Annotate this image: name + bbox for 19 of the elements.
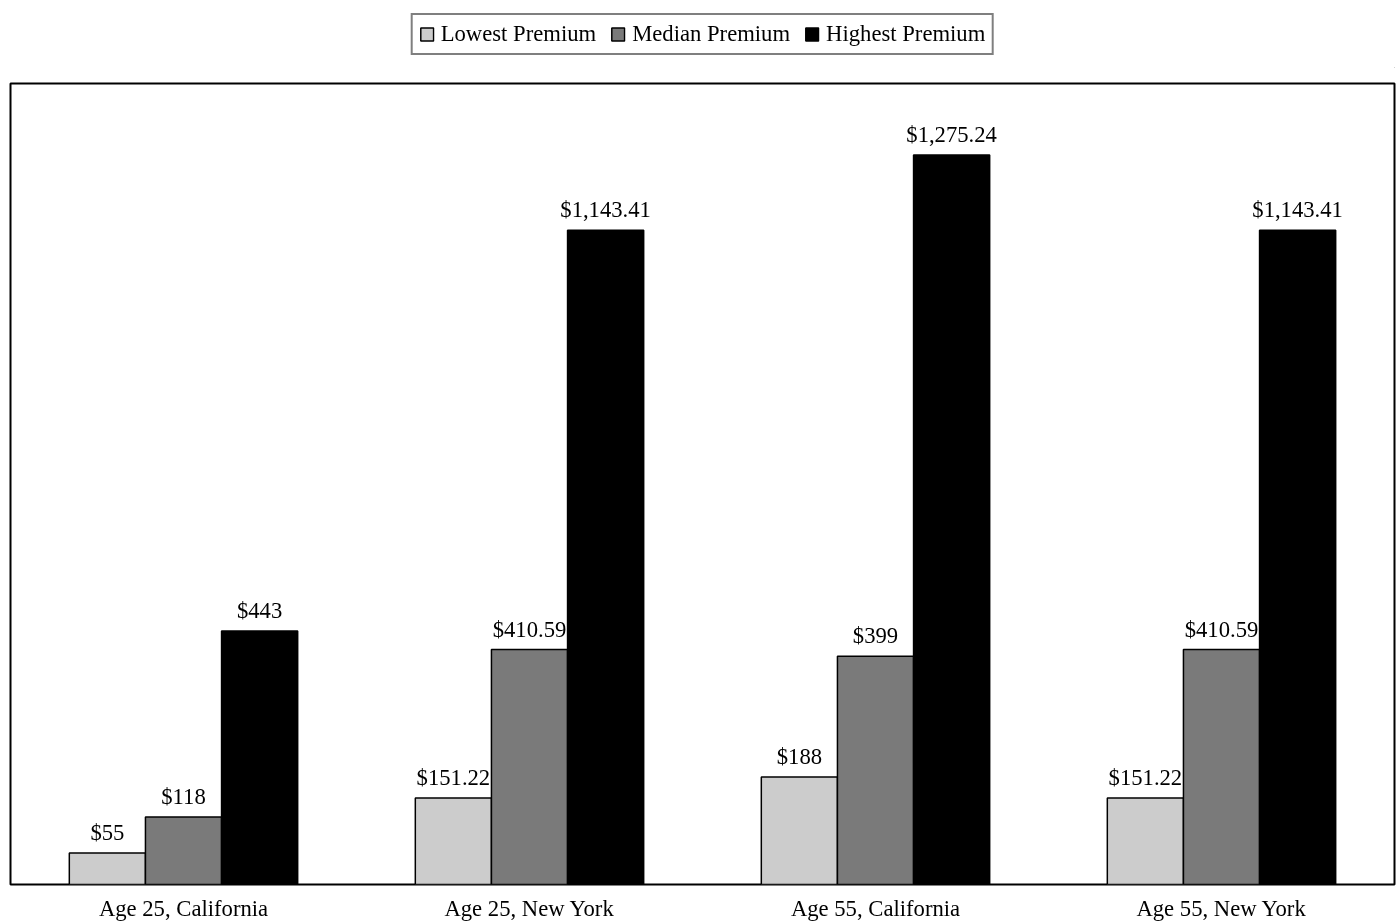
data-label: $410.59 <box>1184 616 1259 642</box>
data-label: $118 <box>161 783 206 809</box>
legend-label: Lowest Premium <box>440 21 597 47</box>
data-label: $151.22 <box>1108 764 1183 790</box>
x-tick-label: Age 55, California <box>790 895 961 921</box>
data-label: $55 <box>90 820 125 846</box>
legend-label: Median Premium <box>632 21 791 47</box>
data-label: $443 <box>236 598 283 624</box>
x-tick-label: Age 25, California <box>98 895 269 921</box>
data-label: $1,275.24 <box>906 121 997 147</box>
legend-label: Highest Premium <box>826 21 986 47</box>
x-tick-label: Age 25, New York <box>444 895 615 921</box>
data-label: $399 <box>852 623 899 649</box>
data-label: $151.22 <box>416 764 491 790</box>
data-label: $188 <box>776 743 823 769</box>
x-tick-label: Age 55, New York <box>1136 895 1307 921</box>
data-label: $1,143.41 <box>560 197 651 223</box>
data-label: $1,143.41 <box>1252 197 1343 223</box>
data-label: $410.59 <box>492 616 567 642</box>
